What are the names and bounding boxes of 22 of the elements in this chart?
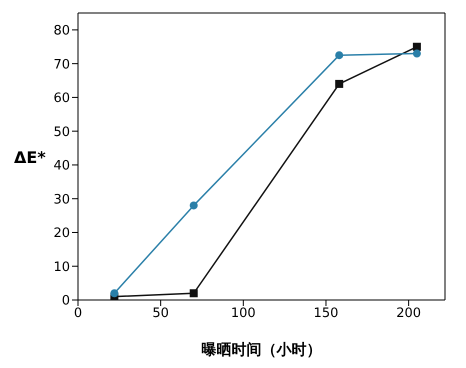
y-tick-label: 40 <box>53 158 70 174</box>
y-tick-label: 0 <box>62 294 70 309</box>
y-tick-label: 50 <box>53 124 70 140</box>
y-tick-label: 20 <box>53 226 70 242</box>
point <box>412 50 421 58</box>
point <box>110 289 118 298</box>
y-tick-label: 30 <box>53 192 70 208</box>
x-tick-label: 200 <box>396 306 422 322</box>
point <box>335 80 344 88</box>
point <box>190 289 198 298</box>
x-tick-label: 100 <box>230 306 256 322</box>
y-tick-label: 70 <box>53 57 70 72</box>
y-tick-label: 10 <box>53 260 70 275</box>
y-tick-label: 60 <box>53 91 70 106</box>
y-axis-title: ΔE* <box>14 148 46 167</box>
point <box>335 51 344 60</box>
y-tick-label: 80 <box>53 23 70 38</box>
x-tick-label: 50 <box>152 306 169 322</box>
x-tick-label: 0 <box>74 306 82 322</box>
x-tick-label: 150 <box>314 306 338 322</box>
point <box>190 201 198 210</box>
x-axis-title: 曝晒时间（小时） <box>202 340 322 359</box>
